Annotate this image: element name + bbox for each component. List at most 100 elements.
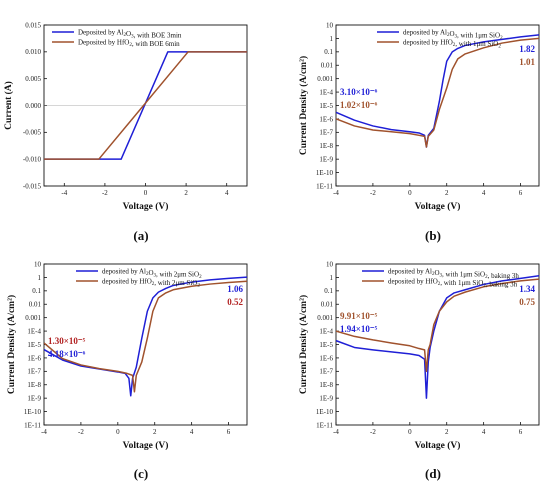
x-tick-label: 0 [116, 428, 120, 436]
x-tick-label: -4 [61, 189, 67, 197]
y-tick-label: 1E-5 [27, 341, 41, 349]
y-tick-label: 1E-4 [319, 327, 333, 335]
x-tick-label: 0 [408, 428, 412, 436]
x-tick-label: -2 [78, 428, 84, 436]
y-tick-label: 0.010 [25, 48, 41, 56]
y-tick-label: 1E-7 [319, 129, 333, 137]
y-tick-label: 1 [330, 274, 334, 282]
y-tick-label: 0.1 [32, 287, 41, 295]
y-tick-label: 1E-8 [27, 381, 41, 389]
y-tick-label: 1 [330, 35, 334, 43]
y-tick-label: 1E-7 [319, 368, 333, 376]
x-tick-label: 4 [225, 189, 229, 197]
legend-label-2: Deposited by HfO2, with BOE 6min [78, 39, 180, 49]
y-tick-label: 0.01 [29, 301, 42, 309]
legend-label-1: deposited by Al2O3, with 2μm SiO2 [102, 268, 202, 281]
data-annotation: 0.52 [227, 297, 243, 307]
chart-panel-2: -4 -2 0 2 4 6 1E-11 1E-10 1E-9 1E-8 1E-7 1E-6 1E-5 1E… [298, 21, 540, 243]
legend-label-1: Deposited by Al2O3, with BOE 3min [78, 29, 182, 40]
y-tick-label: 1E-5 [319, 102, 333, 110]
x-tick-label: 2 [184, 189, 188, 197]
legend-label-1: deposited by Al2O3, with 1μm SiO2, bakin… [388, 268, 519, 281]
series-line-1 [336, 274, 539, 399]
series-line-2 [44, 280, 247, 393]
x-tick-label: -2 [370, 428, 376, 436]
y-tick-label: 1E-9 [319, 395, 333, 403]
legend-label-2: deposited by HfO2, with 1μm SiO2, baking… [388, 278, 518, 289]
y-tick-label: 1E-5 [319, 341, 333, 349]
x-axis-title: Voltage (V) [123, 201, 169, 212]
y-tick-label: 1E-11 [24, 421, 41, 429]
y-tick-label: 1E-9 [27, 395, 41, 403]
x-tick-label: 4 [482, 189, 486, 197]
y-axis-title: Current Density (A/cm²) [6, 295, 17, 394]
y-tick-label: 1E-6 [27, 354, 41, 362]
y-tick-label: 0.001 [25, 314, 41, 322]
y-tick-label: 1E-10 [316, 169, 334, 177]
series-line-2 [44, 51, 247, 160]
chart-panel-1: -4 -2 0 2 4 -0.015 -0.010 -0.005 0.000 0.005 0.010… [3, 21, 248, 243]
data-annotation: 3.10×10⁻⁶ [340, 87, 378, 97]
x-tick-label: -4 [333, 428, 339, 436]
panel-label: (c) [134, 466, 148, 481]
y-tick-label: 0.1 [324, 48, 333, 56]
x-tick-label: 0 [144, 189, 148, 197]
x-axis-title: Voltage (V) [415, 440, 461, 451]
series-line-2 [336, 278, 539, 373]
data-annotation: 9.91×10⁻⁵ [340, 311, 378, 321]
x-tick-label: 2 [445, 189, 449, 197]
chart-panel-4: -4 -2 0 2 4 6 1E-11 1E-10 1E-9 1E-8 1E-7 1E-6 1E-5 1E… [298, 260, 540, 481]
y-tick-label: 1E-4 [319, 88, 333, 96]
data-annotation: 1.01 [519, 57, 535, 67]
y-tick-label: 1E-10 [24, 408, 42, 416]
x-tick-label: 0 [408, 189, 412, 197]
y-tick-label: 0.01 [321, 62, 334, 70]
y-axis-title: Current (A) [3, 81, 14, 130]
x-tick-label: 2 [445, 428, 449, 436]
x-tick-label: -4 [333, 189, 339, 197]
data-annotation: 1.34 [519, 284, 535, 294]
y-tick-label: -0.015 [23, 182, 42, 190]
y-tick-label: 1E-10 [316, 408, 334, 416]
x-tick-label: 2 [153, 428, 157, 436]
panel-label: (a) [133, 228, 148, 243]
x-tick-label: 4 [190, 428, 194, 436]
y-axis-title: Current Density (A/cm²) [298, 295, 309, 394]
series-line-2 [336, 37, 539, 148]
y-tick-label: 0.001 [317, 314, 333, 322]
y-tick-label: 0.01 [321, 301, 334, 309]
x-axis-title: Voltage (V) [123, 440, 169, 451]
y-tick-label: 10 [34, 260, 42, 268]
data-annotation: 1.94×10⁻⁵ [340, 324, 378, 334]
x-tick-label: 6 [227, 428, 231, 436]
y-tick-label: 0.1 [324, 287, 333, 295]
x-tick-label: -4 [41, 428, 47, 436]
y-axis-title: Current Density (A/cm²) [298, 56, 309, 155]
y-tick-label: 1E-11 [316, 182, 333, 190]
y-tick-label: 1E-4 [27, 327, 41, 335]
y-tick-label: 0.015 [25, 21, 41, 29]
panel-label: (d) [425, 466, 441, 481]
data-annotation: 1.06 [227, 284, 243, 294]
y-tick-label: 10 [326, 260, 334, 268]
x-tick-label: 6 [519, 428, 523, 436]
y-tick-label: 0.001 [317, 75, 333, 83]
y-tick-label: -0.005 [23, 129, 42, 137]
y-tick-label: 1 [38, 274, 42, 282]
x-tick-label: -2 [370, 189, 376, 197]
y-tick-label: 10 [326, 21, 334, 29]
legend-label-2: deposited by HfO2, with 1μm SiO2 [403, 39, 501, 50]
y-tick-label: 1E-11 [316, 421, 333, 429]
y-tick-label: 1E-9 [319, 156, 333, 164]
panel-label: (b) [425, 228, 441, 243]
y-tick-label: 0.000 [25, 102, 41, 110]
y-tick-label: 0.005 [25, 75, 41, 83]
x-axis-title: Voltage (V) [415, 201, 461, 212]
y-tick-label: 1E-8 [319, 142, 333, 150]
y-tick-label: 1E-6 [319, 115, 333, 123]
x-tick-label: 6 [519, 189, 523, 197]
data-annotation: 0.75 [519, 297, 535, 307]
legend-label-1: deposited by Al2O3, with 1μm SiO2 [403, 29, 503, 42]
legend-label-2: deposited by HfO2, with 2μm SiO2 [102, 278, 200, 289]
